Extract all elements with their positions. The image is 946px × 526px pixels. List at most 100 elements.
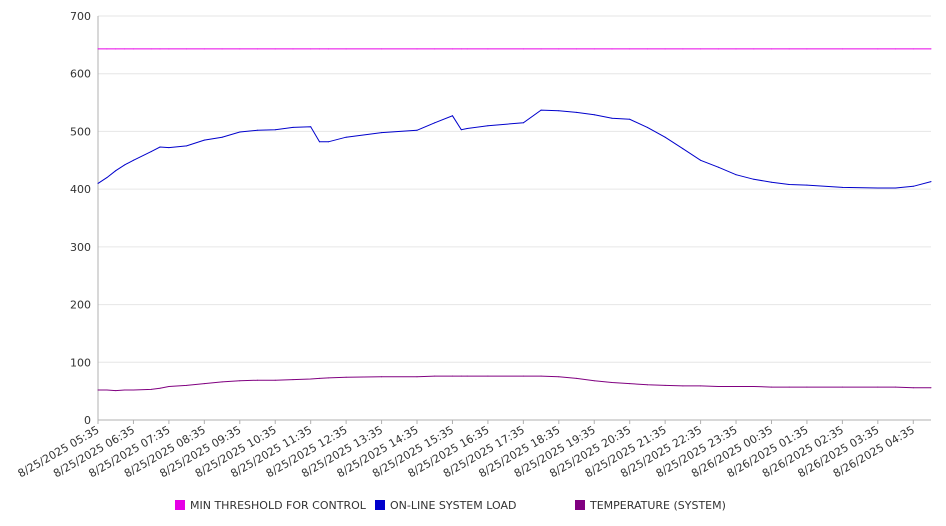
y-tick-label: 700 xyxy=(70,10,91,23)
data-point xyxy=(434,122,436,124)
y-tick-label: 400 xyxy=(70,183,91,196)
data-point xyxy=(115,48,117,50)
data-point xyxy=(345,48,347,50)
data-point xyxy=(700,385,702,387)
data-point xyxy=(124,48,126,50)
legend: MIN THRESHOLD FOR CONTROL ON-LINE SYSTEM … xyxy=(175,499,726,512)
data-point xyxy=(664,136,666,138)
data-point xyxy=(788,386,790,388)
data-point xyxy=(115,390,117,392)
data-point xyxy=(381,48,383,50)
data-point xyxy=(150,151,152,153)
y-tick-label: 200 xyxy=(70,299,91,312)
data-point xyxy=(753,178,755,180)
data-point xyxy=(460,129,462,131)
data-point xyxy=(540,48,542,50)
data-point xyxy=(558,48,560,50)
grid-lines xyxy=(98,15,931,363)
data-point xyxy=(132,48,134,50)
data-point xyxy=(735,48,737,50)
data-point xyxy=(806,48,808,50)
data-point xyxy=(558,376,560,378)
y-tick-label: 300 xyxy=(70,241,91,254)
data-point xyxy=(664,384,666,386)
data-point xyxy=(132,159,134,161)
data-point xyxy=(895,48,897,50)
data-point xyxy=(203,139,205,141)
data-point xyxy=(466,48,468,50)
data-point xyxy=(274,379,276,381)
data-point xyxy=(416,48,418,50)
data-point xyxy=(771,386,772,388)
data-point xyxy=(806,184,808,186)
data-point xyxy=(841,186,843,188)
data-point xyxy=(593,380,595,382)
series-on-line-system-load-line xyxy=(97,109,932,189)
data-point xyxy=(327,48,329,50)
data-point xyxy=(452,115,453,117)
data-point xyxy=(186,384,188,386)
series-temperature-system xyxy=(97,375,932,392)
data-point xyxy=(841,48,843,50)
data-point xyxy=(319,48,320,50)
data-point xyxy=(97,48,99,50)
data-point xyxy=(700,48,702,50)
data-point xyxy=(593,114,595,116)
data-point xyxy=(895,187,897,189)
data-point xyxy=(522,122,524,124)
data-point xyxy=(310,378,312,380)
data-point xyxy=(106,48,108,50)
data-point xyxy=(629,383,631,385)
data-point xyxy=(186,48,188,50)
data-point xyxy=(239,380,241,382)
legend-label: MIN THRESHOLD FOR CONTROL xyxy=(190,499,367,512)
data-point xyxy=(159,48,161,50)
data-point xyxy=(877,386,879,388)
data-point xyxy=(106,389,108,391)
data-point xyxy=(717,48,719,50)
data-point xyxy=(292,379,294,381)
data-point xyxy=(452,48,453,50)
data-point xyxy=(717,386,719,387)
data-point xyxy=(682,48,684,50)
data-point xyxy=(452,375,453,377)
data-point xyxy=(788,48,790,50)
data-point xyxy=(682,385,684,387)
data-point xyxy=(912,387,914,389)
data-point xyxy=(460,48,462,50)
data-point xyxy=(877,187,879,189)
data-point xyxy=(771,181,772,183)
data-point xyxy=(159,387,161,389)
data-point xyxy=(930,48,932,50)
y-tick-label: 500 xyxy=(70,125,91,138)
data-point xyxy=(629,48,631,50)
data-point xyxy=(753,48,755,50)
data-point xyxy=(466,375,468,377)
data-point xyxy=(771,48,772,50)
y-tick-label: 600 xyxy=(70,68,91,81)
data-point xyxy=(930,181,932,183)
data-point xyxy=(717,166,719,168)
data-point xyxy=(97,389,99,391)
data-point xyxy=(700,159,702,161)
data-point xyxy=(327,141,329,143)
data-point xyxy=(115,170,117,172)
data-point xyxy=(895,386,897,388)
data-point xyxy=(221,48,223,50)
legend-label: ON-LINE SYSTEM LOAD xyxy=(390,499,516,512)
data-point xyxy=(434,375,436,377)
legend-item: MIN THRESHOLD FOR CONTROL xyxy=(175,499,367,512)
data-point xyxy=(522,375,524,377)
data-point xyxy=(257,379,258,381)
data-point xyxy=(239,131,241,133)
data-point xyxy=(168,147,170,149)
data-point xyxy=(345,376,347,378)
data-point xyxy=(522,48,524,50)
data-point xyxy=(460,375,462,377)
data-point xyxy=(788,184,790,185)
y-tick-label: 100 xyxy=(70,356,91,369)
y-tick-label: 0 xyxy=(84,414,91,427)
data-point xyxy=(912,48,914,50)
data-point xyxy=(487,375,489,377)
